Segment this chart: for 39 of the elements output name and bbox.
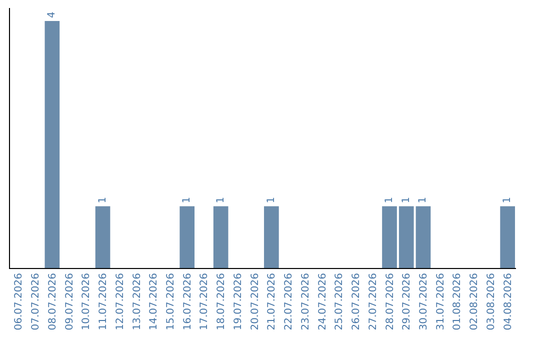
data-label: 1 — [502, 196, 514, 204]
data-label: 4 — [46, 12, 58, 18]
x-tick-label: 01.08.2026 — [452, 273, 464, 330]
data-label: 1 — [182, 196, 193, 204]
data-label: 1 — [418, 196, 429, 204]
x-tick-label: 14.07.2026 — [148, 273, 160, 330]
x-tick-label: 30.07.2026 — [418, 273, 430, 330]
x-tick-label: 06.07.2026 — [14, 273, 25, 330]
data-label: 1 — [400, 196, 412, 204]
x-tick-label: 29.07.2026 — [402, 273, 413, 330]
x-tick-label: 07.07.2026 — [30, 273, 42, 330]
x-tick-label: 13.07.2026 — [132, 273, 143, 330]
x-tick-label: 03.08.2026 — [486, 273, 497, 330]
x-tick-label: 10.07.2026 — [81, 273, 92, 330]
x-tick-label: 20.07.2026 — [250, 273, 261, 330]
x-tick-label: 17.07.2026 — [199, 273, 210, 330]
x-tick-label: 24.07.2026 — [317, 273, 328, 330]
data-label: 1 — [266, 196, 277, 204]
data-label: 1 — [384, 196, 395, 204]
x-tick-label: 12.07.2026 — [114, 273, 126, 330]
x-tick-label: 25.07.2026 — [334, 273, 346, 330]
x-tick-label: 26.07.2026 — [351, 273, 362, 330]
x-tick-label: 04.08.2026 — [502, 273, 514, 330]
x-tick-label: 02.08.2026 — [469, 273, 480, 330]
x-tick-label: 19.07.2026 — [232, 273, 244, 330]
x-tick-label: 31.07.2026 — [435, 273, 446, 330]
data-label: 1 — [215, 196, 226, 204]
x-tick-label: 23.07.2026 — [300, 273, 312, 330]
x-tick-label: 22.07.2026 — [284, 273, 295, 330]
x-tick-label: 28.07.2026 — [384, 273, 396, 330]
x-tick-label: 21.07.2026 — [266, 273, 278, 330]
x-tick-label: 11.07.2026 — [98, 273, 110, 330]
x-tick-label: 27.07.2026 — [368, 273, 379, 330]
x-tick-label: 15.07.2026 — [165, 273, 176, 330]
x-tick-label: 18.07.2026 — [216, 273, 228, 330]
x-tick-label: 08.07.2026 — [47, 273, 58, 330]
x-tick-label: 09.07.2026 — [64, 273, 76, 330]
data-label: 1 — [97, 196, 108, 204]
x-tick-label: 16.07.2026 — [182, 273, 194, 330]
